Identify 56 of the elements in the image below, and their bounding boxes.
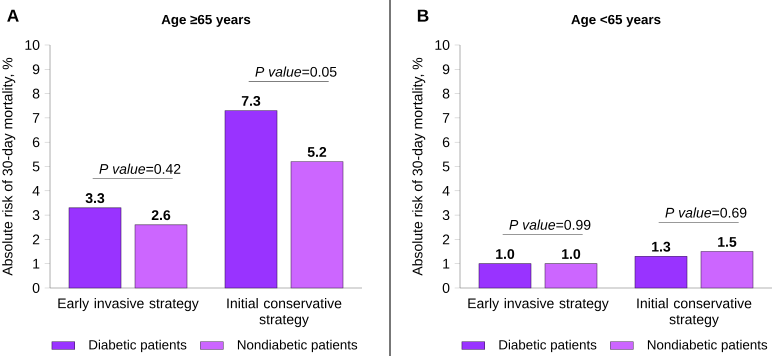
data-label: 7.3 [242,96,260,106]
data-label: 2.6 [152,210,170,220]
y-tick-label: 9 [32,64,40,74]
x-tick-label: Initial conservative strategy [637,298,752,328]
y-axis-title: Absolute risk of 30-day mortality, % [412,58,426,276]
text: A [7,10,19,22]
annotation: P value=0.42 [99,164,180,174]
y-tick-label: 10 [435,40,450,50]
data-label: 1.0 [496,249,514,259]
data-label: 1.3 [652,242,670,252]
chart-title: Age ≥65 years [162,14,250,27]
y-tick-label: 3 [32,210,40,220]
y-tick-label: 7 [442,113,450,123]
y-tick-label: 1 [33,258,40,269]
y-tick-label: 9 [442,64,450,74]
y-tick-label: 8 [32,88,40,99]
bar [478,263,532,288]
bar [290,161,344,288]
bar [224,110,278,288]
bar [544,263,598,288]
y-tick-label: 3 [442,210,450,220]
chart-title: Age <65 years [571,14,660,27]
annotation: P value=0.05 [255,66,336,77]
x-tick-label: Early invasive strategy [468,298,609,312]
y-tick-label: 4 [32,186,40,196]
bar [700,251,754,288]
y-tick-label: 8 [442,88,450,99]
y-tick-label: 2 [442,234,450,244]
y-axis-title: Absolute risk of 30-day mortality, % [2,58,16,276]
x-tick-label: Early invasive strategy [58,298,199,312]
bar [634,256,688,288]
legend-label: Diabetic patients [499,340,596,352]
y-tick-label: 6 [32,137,40,148]
data-label: 5.2 [308,147,326,157]
y-tick-label: 7 [32,113,40,123]
annotation: P value=0.99 [509,220,590,230]
y-tick-label: 1 [443,258,450,269]
y-tick-label: 2 [32,234,40,244]
y-tick-label: 10 [25,40,40,50]
legend-label: Nondiabetic patients [648,340,768,352]
x-tick-label: Initial conservative strategy [227,298,342,328]
y-tick-label: 0 [442,283,450,293]
y-tick-label: 0 [32,283,40,293]
bar [68,208,122,288]
y-tick-label: 5 [32,162,40,172]
bar [134,224,188,288]
legend-label: Nondiabetic patients [238,340,358,352]
y-tick-label: 5 [442,162,450,172]
data-label: 1.5 [718,237,736,247]
data-label: 3.3 [86,193,104,204]
legend-label: Diabetic patients [89,340,186,352]
text: B [418,10,428,22]
y-tick-label: 6 [442,137,450,148]
y-tick-label: 4 [442,186,450,196]
annotation: P value=0.69 [665,207,746,218]
data-label: 1.0 [562,249,580,259]
